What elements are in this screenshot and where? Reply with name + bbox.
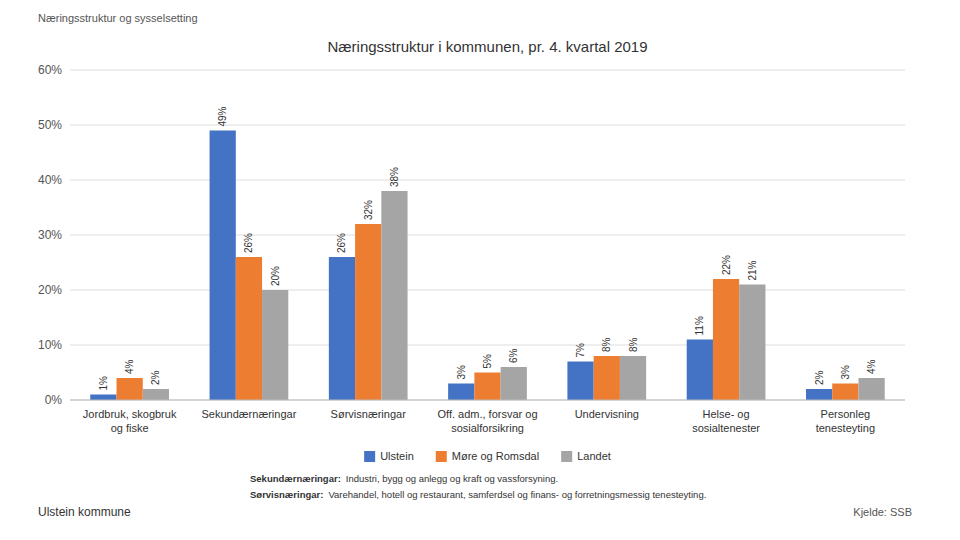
- legend-swatch: [364, 451, 375, 462]
- bar: [501, 367, 527, 400]
- legend-label: Ulstein: [380, 450, 414, 462]
- data-label: 8%: [601, 337, 612, 352]
- data-label: 4%: [124, 359, 135, 374]
- bar: [448, 384, 474, 401]
- data-label: 20%: [270, 266, 281, 286]
- bar: [832, 384, 858, 401]
- data-label: 5%: [482, 354, 493, 369]
- bar: [858, 378, 884, 400]
- x-tick-label: Sekundærnæringar: [202, 408, 297, 420]
- data-label: 8%: [628, 337, 639, 352]
- y-tick-label: 40%: [38, 173, 62, 187]
- note-term: Sekundærnæringar:: [250, 473, 341, 484]
- footer-left: Ulstein kommune: [38, 505, 131, 519]
- bar: [381, 191, 407, 400]
- bar: [236, 257, 262, 400]
- bar: [143, 389, 169, 400]
- footer-right: Kjelde: SSB: [853, 506, 912, 518]
- x-tick-label: Undervisning: [575, 408, 639, 420]
- data-label: 2%: [150, 370, 161, 385]
- y-tick-label: 0%: [45, 393, 63, 407]
- data-labels: 1% 49% 26% 3% 7% 11% 2% 4% 26% 32% 5% 8% 22% 3% 2% 20% 3…: [98, 106, 877, 390]
- bar: [210, 131, 236, 401]
- bar: [806, 389, 832, 400]
- bar: [90, 395, 116, 401]
- data-label: 11%: [694, 316, 705, 335]
- header: Næringsstruktur og sysselsetting: [38, 12, 198, 24]
- note: Sekundærnæringar: Industri, bygg og anleg…: [250, 473, 558, 484]
- y-tick-label: 60%: [38, 63, 62, 77]
- bar: [594, 356, 620, 400]
- x-tick-label: Jordbruk, skogbrukog fiske: [83, 408, 177, 434]
- data-label: 21%: [747, 260, 758, 280]
- x-tick-label: Helse- ogsosialtenester: [692, 408, 760, 434]
- data-label: 6%: [508, 348, 519, 363]
- grid-line: [70, 235, 905, 236]
- grid-line: [70, 180, 905, 181]
- data-label: 3%: [456, 365, 467, 380]
- x-tick-label: Sørvisnæringar: [331, 408, 407, 420]
- y-tick-label: 50%: [38, 118, 62, 132]
- data-label: 49%: [217, 106, 228, 126]
- legend-swatch: [561, 451, 572, 462]
- legend-label: Landet: [577, 450, 611, 462]
- note: Sørvisnæringar: Varehandel, hotell og res…: [250, 489, 706, 500]
- bars: [90, 131, 884, 401]
- grid-line: [70, 125, 905, 126]
- legend-swatch: [436, 451, 447, 462]
- title: Næringsstruktur i kommunen, pr. 4. kvart…: [327, 38, 647, 55]
- grid-line: [70, 290, 905, 291]
- data-label: 22%: [721, 255, 732, 275]
- data-label: 3%: [840, 365, 851, 380]
- note-text: Industri, bygg og anlegg og kraft og vas…: [346, 473, 558, 484]
- chart-svg: Næringsstruktur og sysselsetting Næringss…: [0, 0, 960, 540]
- data-label: 4%: [866, 359, 877, 374]
- bar: [713, 279, 739, 400]
- bar: [262, 290, 288, 400]
- y-tick-label: 30%: [38, 228, 62, 242]
- data-label: 7%: [575, 343, 586, 358]
- bar: [117, 378, 143, 400]
- bar: [687, 340, 713, 401]
- grid: [70, 70, 905, 400]
- data-label: 26%: [336, 233, 347, 253]
- grid-line: [70, 345, 905, 346]
- x-tick-label: Personlegtenesteyting: [816, 408, 875, 434]
- legend: Ulstein Møre og Romsdal Landet: [364, 450, 611, 462]
- bar: [567, 362, 593, 401]
- note-text: Varehandel, hotell og restaurant, samfer…: [328, 489, 706, 500]
- y-tick-label: 10%: [38, 338, 62, 352]
- bar: [355, 224, 381, 400]
- legend-item: Møre og Romsdal: [436, 450, 539, 462]
- x-axis-line: [70, 400, 905, 401]
- chart-container: Næringsstruktur og sysselsetting Næringss…: [0, 0, 960, 540]
- data-label: 32%: [363, 200, 374, 220]
- data-label: 38%: [389, 167, 400, 187]
- bar: [739, 285, 765, 401]
- bar: [329, 257, 355, 400]
- note-term: Sørvisnæringar:: [250, 489, 323, 500]
- bar: [620, 356, 646, 400]
- grid-line: [70, 400, 905, 401]
- data-label: 1%: [98, 376, 109, 391]
- legend-label: Møre og Romsdal: [452, 450, 539, 462]
- x-tick-label: Off. adm., forsvar ogsosialforsikring: [437, 408, 537, 434]
- data-label: 2%: [814, 370, 825, 385]
- legend-item: Ulstein: [364, 450, 414, 462]
- grid-line: [70, 70, 905, 71]
- legend-item: Landet: [561, 450, 611, 462]
- data-label: 26%: [243, 233, 254, 253]
- y-tick-label: 20%: [38, 283, 62, 297]
- bar: [474, 373, 500, 401]
